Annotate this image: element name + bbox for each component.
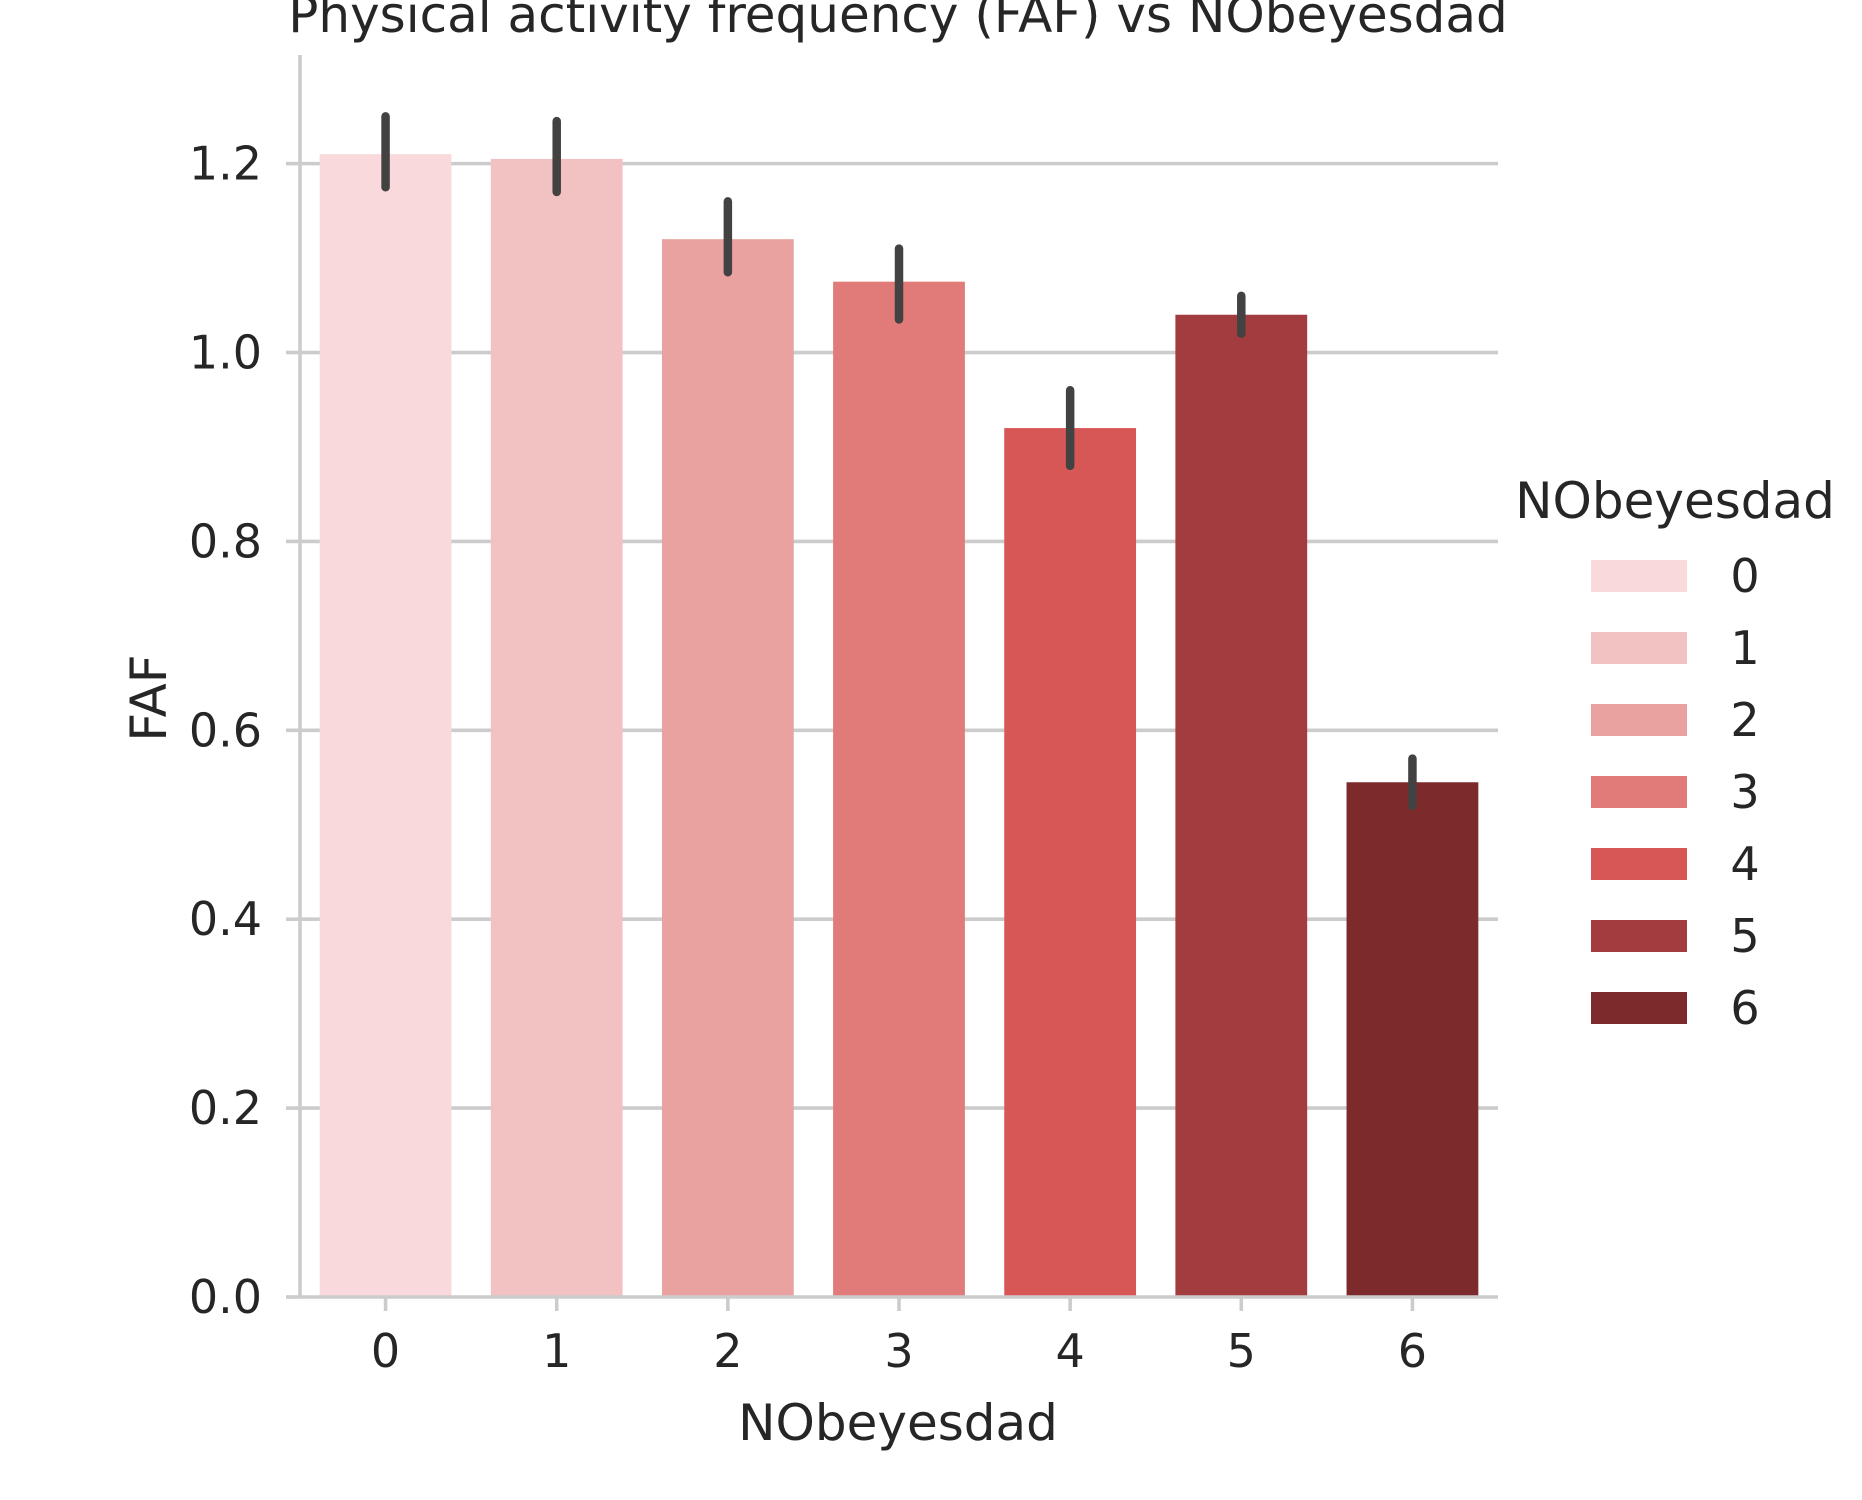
bar-2 — [661, 239, 794, 1297]
bar-4 — [1004, 428, 1137, 1297]
x-tick-label: 5 — [1227, 1324, 1256, 1378]
y-tick-label: 0.0 — [189, 1270, 262, 1324]
legend-swatch — [1591, 920, 1687, 952]
x-tick-label: 6 — [1398, 1324, 1427, 1378]
y-tick-label: 1.2 — [189, 137, 262, 191]
legend-label: 4 — [1730, 837, 1759, 891]
legend-item-4: 4 — [1591, 837, 1760, 891]
x-axis-label: NObeyesdad — [738, 1394, 1058, 1452]
legend-label: 0 — [1730, 549, 1759, 603]
legend-item-5: 5 — [1591, 909, 1760, 963]
x-tick-label: 3 — [884, 1324, 913, 1378]
legend-item-1: 1 — [1591, 621, 1760, 675]
legend-label: 6 — [1730, 981, 1759, 1035]
legend-swatch — [1591, 776, 1687, 808]
legend-swatch — [1591, 632, 1687, 664]
bar-1 — [490, 158, 623, 1297]
bar-0 — [319, 154, 452, 1297]
legend-label: 3 — [1730, 765, 1759, 819]
y-tick-label: 0.2 — [189, 1081, 262, 1135]
bar-6 — [1346, 782, 1479, 1297]
x-tick-labels: 0 1 2 3 4 5 6 — [371, 1297, 1427, 1378]
legend-item-3: 3 — [1591, 765, 1760, 819]
legend-item-2: 2 — [1591, 693, 1760, 747]
legend-swatch — [1591, 560, 1687, 592]
y-axis-label: FAF — [120, 654, 178, 741]
chart-title: Physical activity frequency (FAF) vs NOb… — [288, 0, 1508, 44]
legend: NObeyesdad 0 1 2 3 4 5 6 — [1515, 472, 1835, 1035]
x-tick-label: 1 — [542, 1324, 571, 1378]
error-bars — [381, 112, 1417, 811]
legend-item-0: 0 — [1591, 549, 1760, 603]
y-tick-label: 0.4 — [189, 892, 262, 946]
bar-3 — [833, 281, 965, 1297]
legend-title: NObeyesdad — [1515, 472, 1835, 530]
x-tick-label: 0 — [371, 1324, 400, 1378]
bar-5 — [1175, 314, 1308, 1297]
legend-label: 1 — [1730, 621, 1759, 675]
x-tick-label: 2 — [713, 1324, 742, 1378]
legend-label: 5 — [1730, 909, 1759, 963]
bars — [319, 154, 1479, 1297]
legend-swatch — [1591, 704, 1687, 736]
y-tick-label: 0.8 — [189, 514, 262, 568]
legend-swatch — [1591, 992, 1687, 1024]
x-tick-label: 4 — [1056, 1324, 1085, 1378]
y-tick-labels: 0.0 0.2 0.4 0.6 0.8 1.0 1.2 — [189, 137, 300, 1324]
y-tick-label: 1.0 — [189, 326, 262, 380]
legend-items: 0 1 2 3 4 5 6 — [1591, 549, 1760, 1035]
legend-label: 2 — [1730, 693, 1759, 747]
y-tick-label: 0.6 — [189, 703, 262, 757]
legend-item-6: 6 — [1591, 981, 1760, 1035]
legend-swatch — [1591, 848, 1687, 880]
